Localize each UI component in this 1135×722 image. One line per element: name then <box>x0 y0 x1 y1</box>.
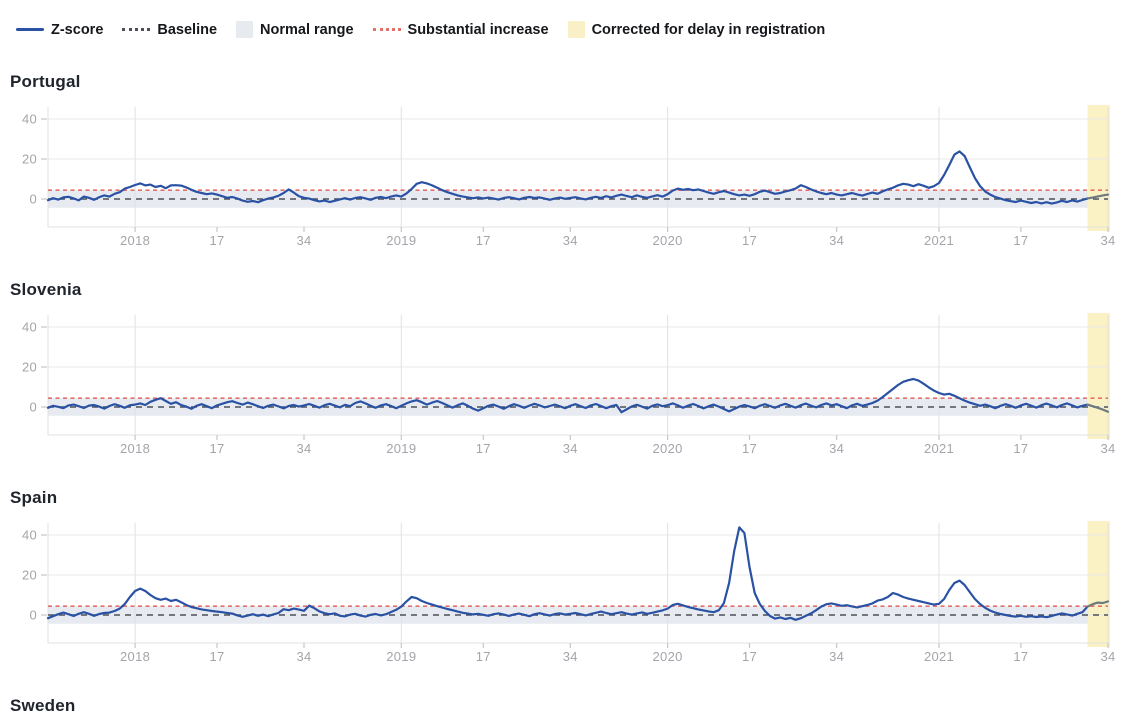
section-slovenia: Slovenia 40 20 0 2018 17 34 2019 17 34 2020 17 34 20… <box>0 280 1135 460</box>
y-tick-label: 40 <box>22 528 37 543</box>
legend-item-zscore: Z-score <box>16 22 103 38</box>
corrected-delay-swatch-icon <box>567 21 585 38</box>
x-tick-label: 17 <box>742 649 757 664</box>
x-tick-label: 2021 <box>924 233 954 248</box>
x-tick-label: 34 <box>296 233 311 248</box>
y-tick-label: 20 <box>22 360 37 375</box>
x-tick-label: 17 <box>1013 649 1028 664</box>
x-tick-label: 34 <box>829 233 844 248</box>
legend-label: Normal range <box>260 21 354 38</box>
corrected-delay-band <box>1087 521 1110 647</box>
zscore-line <box>46 526 1089 621</box>
x-tick-label: 17 <box>209 233 224 248</box>
zscore-chart-portugal: 40 20 0 2018 17 34 2019 17 34 2020 17 34 2021 17 34 <box>22 105 1115 248</box>
normal-range-swatch-icon <box>236 21 254 38</box>
x-tick-label: 2019 <box>386 649 416 664</box>
zscore-chart-slovenia: 40 20 0 2018 17 34 2019 17 34 2020 17 34 2021 17 34 <box>22 313 1115 456</box>
zscore-line-icon <box>16 27 44 32</box>
legend-label: Corrected for delay in registration <box>591 21 826 38</box>
x-tick-label: 17 <box>742 441 757 456</box>
y-tick-label: 20 <box>22 152 37 167</box>
x-tick-label: 2020 <box>653 233 683 248</box>
x-tick-label: 34 <box>829 649 844 664</box>
corrected-zscore-line <box>1086 193 1110 200</box>
x-tick-label: 17 <box>476 649 491 664</box>
chart-title-slovenia: Slovenia <box>10 280 82 299</box>
x-tick-label: 34 <box>296 441 311 456</box>
x-tick-label: 17 <box>1013 233 1028 248</box>
x-tick-label: 17 <box>209 649 224 664</box>
legend-item-substantial-increase: Substantial increase <box>372 21 549 38</box>
x-tick-label: 2021 <box>924 441 954 456</box>
legend-label: Substantial increase <box>407 21 549 38</box>
legend-label: Baseline <box>157 21 218 38</box>
y-tick-label: 0 <box>29 400 37 415</box>
y-tick-label: 40 <box>22 112 37 127</box>
corrected-zscore-line <box>1086 600 1110 608</box>
x-tick-label: 34 <box>829 441 844 456</box>
x-tick-label: 17 <box>476 441 491 456</box>
legend-item-normal-range: Normal range <box>236 21 354 38</box>
x-tick-label: 2020 <box>653 649 683 664</box>
x-tick-label: 2021 <box>924 649 954 664</box>
legend: Z-score Baseline Normal range Substantia… <box>0 0 1135 38</box>
chart-title-sweden: Sweden <box>10 696 76 715</box>
corrected-delay-band <box>1087 313 1110 439</box>
zscore-line <box>46 377 1089 414</box>
section-sweden: Sweden <box>0 696 1135 716</box>
x-tick-label: 34 <box>1100 233 1115 248</box>
x-tick-label: 34 <box>563 441 578 456</box>
x-tick-label: 2018 <box>120 441 150 456</box>
x-tick-label: 34 <box>296 649 311 664</box>
x-tick-label: 2018 <box>120 233 150 248</box>
x-tick-label: 34 <box>563 233 578 248</box>
x-tick-label: 34 <box>1100 649 1115 664</box>
x-tick-label: 2019 <box>386 441 416 456</box>
x-tick-label: 2018 <box>120 649 150 664</box>
baseline-dotted-line-icon <box>122 28 151 31</box>
y-tick-label: 20 <box>22 568 37 583</box>
x-tick-label: 17 <box>742 233 757 248</box>
chart-title-portugal: Portugal <box>10 72 81 91</box>
x-tick-label: 2020 <box>653 441 683 456</box>
x-tick-label: 17 <box>476 233 491 248</box>
section-portugal: Portugal 40 20 0 2018 17 34 2019 17 34 2020 17 34 20… <box>0 72 1135 252</box>
section-spain: Spain 40 20 0 2018 17 34 2019 17 34 2020 17 34 2021 1… <box>0 488 1135 668</box>
x-tick-label: 17 <box>1013 441 1028 456</box>
y-tick-label: 0 <box>29 192 37 207</box>
x-tick-label: 34 <box>1100 441 1115 456</box>
corrected-delay-band <box>1087 105 1110 231</box>
y-tick-label: 0 <box>29 608 37 623</box>
legend-item-baseline: Baseline <box>122 22 217 38</box>
corrected-zscore-line <box>1086 403 1110 413</box>
x-tick-label: 34 <box>563 649 578 664</box>
chart-title-spain: Spain <box>10 488 58 507</box>
zscore-chart-spain: 40 20 0 2018 17 34 2019 17 34 2020 17 34 2021 17 34 <box>22 521 1115 664</box>
legend-item-corrected: Corrected for delay in registration <box>567 21 826 38</box>
zscore-line <box>46 150 1089 205</box>
x-tick-label: 2019 <box>386 233 416 248</box>
y-tick-label: 40 <box>22 320 37 335</box>
x-tick-label: 17 <box>209 441 224 456</box>
legend-label: Z-score <box>51 21 104 38</box>
substantial-increase-dotted-line-icon <box>372 28 401 31</box>
